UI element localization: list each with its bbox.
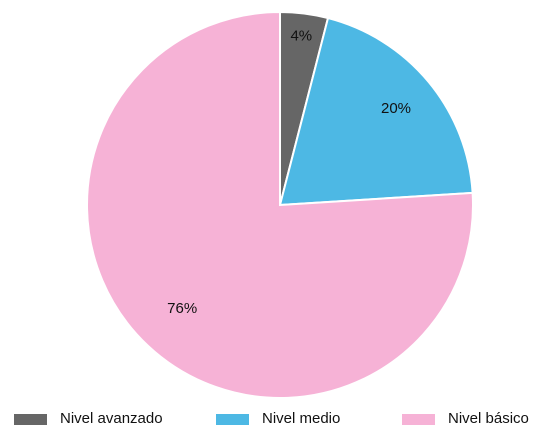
pie-slice-3 bbox=[86, 10, 474, 399]
legend-label-1: Nivel avanzado bbox=[60, 410, 163, 427]
pie-slices bbox=[86, 10, 474, 399]
legend-swatch-1 bbox=[14, 414, 47, 425]
pie-labels: 4% 20% 76% bbox=[167, 27, 411, 317]
pie-slice-2 bbox=[278, 16, 474, 207]
legend-label-3: Nivel básico bbox=[448, 410, 529, 427]
legend: Nivel avanzado Nivel medio Nivel básico bbox=[14, 410, 529, 427]
slice-label-2: 20% bbox=[381, 100, 411, 117]
slice-label-3: 76% bbox=[167, 300, 197, 317]
legend-label-2: Nivel medio bbox=[262, 410, 340, 427]
slice-label-1: 4% bbox=[290, 27, 312, 44]
legend-swatch-2 bbox=[216, 414, 249, 425]
legend-swatch-3 bbox=[402, 414, 435, 425]
